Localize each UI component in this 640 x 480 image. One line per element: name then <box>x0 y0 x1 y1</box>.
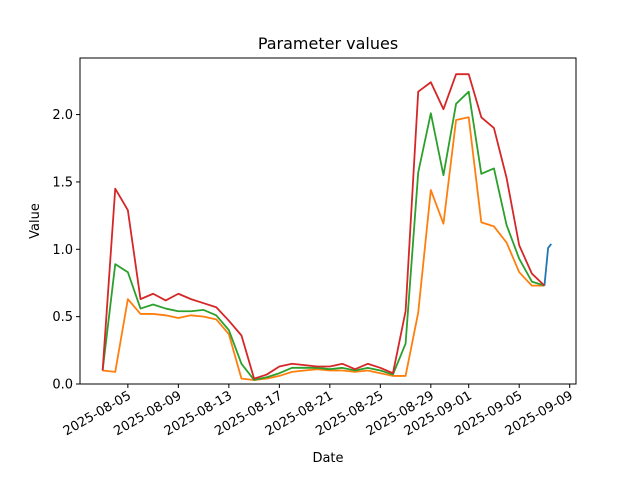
series-line <box>101 73 546 380</box>
plot-frame <box>79 57 577 385</box>
chart-title: Parameter values <box>258 34 398 53</box>
y-axis-label: Value <box>28 203 43 239</box>
series-line <box>101 90 545 381</box>
y-tick-label: 1.0 <box>52 243 73 258</box>
y-tick-label: 0.0 <box>52 378 73 393</box>
x-axis-label: Date <box>312 451 343 466</box>
series-line <box>543 243 552 286</box>
y-tick-label: 1.5 <box>52 175 73 190</box>
y-tick-label: 2.0 <box>52 108 73 123</box>
series-line <box>102 116 545 381</box>
y-tick-label: 0.5 <box>52 310 73 325</box>
